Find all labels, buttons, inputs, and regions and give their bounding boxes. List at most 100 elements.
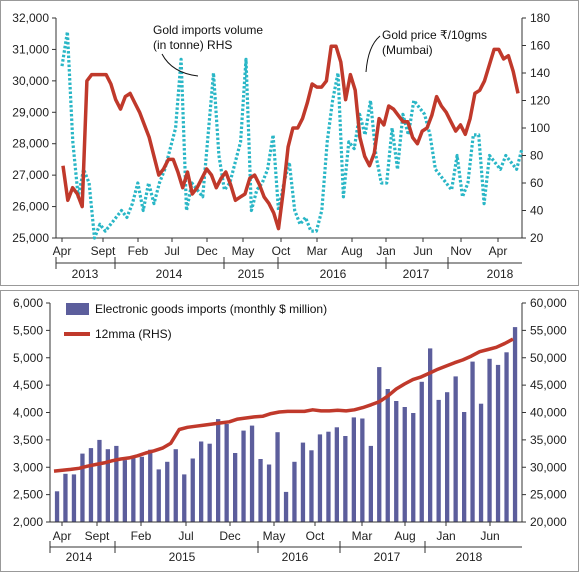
top-x-tick-label: Feb [128, 244, 149, 258]
top-year-label: 2015 [238, 267, 265, 281]
bottom-right-tick-label: 45,000 [530, 378, 567, 392]
top-x-tick-label: Jul [164, 244, 179, 258]
electronic-imports-bar [428, 348, 433, 522]
electronic-imports-bar [504, 352, 509, 522]
top-x-tick-label: Apr [489, 244, 508, 258]
bottom-left-tick-label: 6,000 [13, 296, 43, 310]
electronic-imports-bar [445, 392, 450, 522]
gold-price-annotation-line1: Gold price ₹/10gms [382, 28, 487, 42]
bottom-plot-area [49, 303, 523, 523]
bottom-right-tick-label: 60,000 [530, 296, 567, 310]
bottom-right-tick-label: 25,000 [530, 488, 567, 502]
bottom-x-tick-label: Jul [178, 529, 193, 543]
top-left-tick-label: 26,000 [12, 200, 49, 214]
electronic-imports-bar [351, 417, 356, 522]
gold-volume-callout-line [161, 53, 199, 77]
electronic-imports-bar [326, 431, 331, 522]
top-year-label: 2013 [72, 267, 99, 281]
bottom-x-tick-label: Oct [306, 529, 325, 543]
top-right-tick-label: 160 [530, 39, 550, 53]
top-x-tick-label: Apr [53, 244, 72, 258]
electronic-imports-bar [148, 449, 153, 522]
top-right-tick-label: 120 [530, 94, 550, 108]
bottom-year-label: 2017 [374, 550, 401, 564]
bottom-left-tick-label: 4,500 [13, 378, 43, 392]
legend-label-12mma: 12mma (RHS) [95, 327, 172, 341]
top-x-tick-label: Dec [196, 244, 217, 258]
electronic-imports-bar [122, 460, 127, 522]
electronic-imports-bar [292, 461, 297, 522]
top-x-tick-label: Nov [450, 244, 471, 258]
top-plot-area [55, 18, 524, 240]
electronic-imports-bar [283, 491, 289, 522]
electronic-imports-bar [478, 403, 484, 522]
top-right-tick-label: 100 [530, 121, 550, 135]
bottom-left-axis: 2,000 2,500 3,000 3,500 4,000 4,500 5,000 5,500… [13, 296, 50, 529]
electronic-imports-bar [402, 407, 407, 522]
bottom-x-tick-label: Apr [53, 529, 72, 543]
top-year-label: 2017 [403, 267, 430, 281]
gold-price-annotation-line2: (Mumbai) [382, 43, 433, 57]
top-x-tick-label: Mar [307, 244, 328, 258]
top-year-label: 2018 [487, 267, 514, 281]
electronic-imports-bar [266, 464, 272, 522]
bottom-left-tick-label: 4,000 [13, 406, 43, 420]
gold-price-callout-line [365, 35, 381, 73]
top-year-label: 2014 [156, 267, 183, 281]
electronic-imports-bar [190, 458, 195, 522]
top-right-tick-label: 60 [530, 176, 544, 190]
electronic-imports-bar [317, 434, 323, 522]
bottom-x-tick-label: Dec [219, 529, 240, 543]
top-x-tick-label: Jun [413, 244, 432, 258]
top-left-tick-label: 27,000 [12, 168, 49, 182]
electronic-imports-bar [63, 473, 68, 522]
top-x-tick-label: Sept [91, 244, 116, 258]
bottom-x-tick-label: Mar [352, 529, 373, 543]
electronic-imports-bar [360, 418, 365, 522]
electronic-imports-bar [495, 364, 501, 522]
top-year-label: 2016 [320, 267, 347, 281]
electronic-imports-bar [394, 401, 399, 522]
electronic-imports-bar [309, 450, 314, 522]
electronic-imports-bar [385, 389, 390, 522]
legend-swatch-electronic-imports [66, 303, 89, 315]
bottom-right-tick-label: 50,000 [530, 351, 567, 365]
top-left-tick-label: 28,000 [12, 137, 49, 151]
bottom-right-tick-label: 20,000 [530, 515, 567, 529]
electronic-imports-bar [334, 427, 339, 522]
electronic-imports-bar [114, 445, 119, 522]
top-left-tick-label: 31,000 [12, 42, 49, 56]
electronic-imports-bar [88, 448, 94, 522]
electronic-imports-bar [54, 491, 60, 522]
gold-imports-volume-line [60, 30, 524, 240]
electronic-imports-bar [368, 445, 373, 522]
bottom-x-axis: Apr Sept Feb Jul Dec May Oct Mar Aug Jan Jun 2014 20… [49, 522, 522, 564]
bottom-left-tick-label: 3,000 [13, 460, 43, 474]
electronic-imports-bar [97, 439, 102, 522]
top-right-tick-label: 180 [530, 11, 550, 25]
bottom-left-tick-label: 3,500 [13, 433, 43, 447]
electronic-imports-bar [300, 442, 306, 522]
gold-price-line [61, 44, 520, 231]
twelve-mma-line [53, 337, 514, 473]
bottom-right-tick-label: 40,000 [530, 406, 567, 420]
electronic-imports-bar [224, 424, 229, 522]
electronic-imports-bar [173, 449, 178, 522]
top-left-tick-label: 29,000 [12, 105, 49, 119]
electronic-imports-bar [139, 456, 144, 522]
bottom-x-tick-label: Jan [436, 529, 455, 543]
electronic-imports-bar [487, 358, 492, 522]
bottom-left-tick-label: 5,000 [13, 351, 43, 365]
bottom-year-label: 2014 [66, 550, 93, 564]
top-x-tick-label: Oct [272, 244, 291, 258]
top-left-axis: 25,000 26,000 27,000 28,000 29,000 30,000 31,0… [12, 11, 56, 245]
electronic-imports-bar [241, 430, 246, 522]
top-annotations: Gold imports volume (in tonne) RHS Gold … [153, 23, 487, 77]
electronic-imports-bar [199, 441, 204, 522]
electronic-imports-bar [453, 376, 458, 522]
electronic-imports-bar [343, 436, 348, 522]
top-right-tick-label: 140 [530, 66, 550, 80]
bottom-left-tick-label: 2,000 [13, 515, 43, 529]
